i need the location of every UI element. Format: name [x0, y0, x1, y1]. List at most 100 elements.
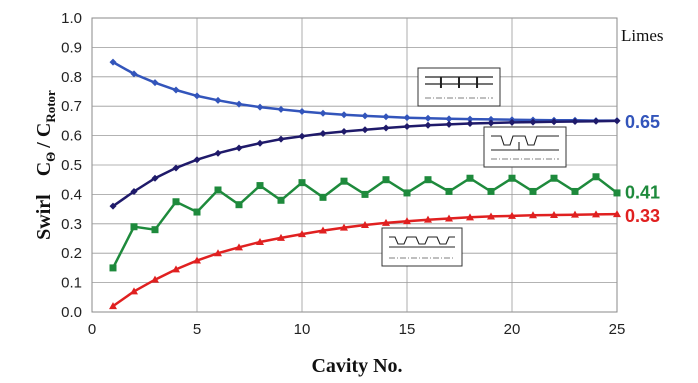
data-point — [235, 243, 243, 251]
data-point — [277, 105, 285, 113]
x-tick-label: 25 — [609, 321, 626, 338]
data-point — [235, 100, 243, 108]
y-tick-label: 0.2 — [61, 245, 82, 262]
data-point — [256, 182, 264, 190]
data-point — [529, 211, 537, 219]
data-point — [109, 302, 117, 310]
x-tick-label: 20 — [504, 321, 521, 338]
stepped-seal-icon — [417, 67, 501, 107]
data-point — [403, 217, 411, 225]
data-point — [319, 109, 327, 117]
y-tick-label: 0.4 — [61, 186, 82, 203]
data-point — [445, 115, 453, 123]
data-point — [508, 118, 516, 126]
data-point — [151, 79, 159, 87]
data-point — [382, 124, 390, 132]
data-point — [424, 114, 432, 122]
data-point — [445, 187, 453, 195]
data-point — [571, 210, 579, 218]
data-point — [193, 256, 201, 264]
data-point — [277, 135, 285, 143]
data-point — [361, 112, 369, 120]
data-point — [109, 58, 117, 66]
data-point — [382, 218, 390, 226]
data-point — [214, 96, 222, 104]
y-axis-c2-sub: Rotor — [43, 90, 58, 123]
y-tick-label: 1.0 — [61, 10, 82, 27]
data-point — [340, 127, 348, 135]
data-point — [424, 215, 432, 223]
data-point — [151, 275, 159, 283]
data-point — [172, 265, 180, 273]
series-lower_increasing — [109, 210, 621, 310]
data-point — [424, 176, 432, 184]
data-point — [613, 210, 621, 218]
data-point — [529, 187, 537, 195]
data-point — [403, 114, 411, 122]
data-point — [550, 174, 558, 182]
data-point — [214, 186, 222, 194]
x-tick-label: 10 — [294, 321, 311, 338]
data-point — [550, 118, 558, 126]
data-point — [172, 86, 180, 94]
data-point — [235, 144, 243, 152]
data-point — [151, 226, 159, 234]
data-point — [340, 223, 348, 231]
data-point — [340, 177, 348, 185]
x-tick-label: 5 — [193, 321, 201, 338]
data-point — [298, 132, 306, 140]
data-point — [571, 187, 579, 195]
data-point — [550, 210, 558, 218]
data-point — [487, 119, 495, 127]
y-axis-slash: / — [33, 137, 55, 149]
limit-label: 0.65 — [625, 112, 660, 132]
y-tick-label: 0.9 — [61, 39, 82, 56]
limit-label: 0.33 — [625, 206, 660, 226]
x-axis-title: Cavity No. — [311, 355, 402, 377]
data-point — [256, 139, 264, 147]
data-point — [445, 214, 453, 222]
y-tick-label: 0.0 — [61, 304, 82, 321]
data-point — [277, 233, 285, 241]
data-point — [172, 164, 180, 172]
data-point — [193, 92, 201, 100]
chart-axes: 0.0 0.1 0.2 0.3 0.4 0.5 0.6 0.7 0.8 0.9 1.0 0 5 10 15 2… — [61, 10, 625, 338]
y-tick-label: 0.6 — [61, 128, 82, 145]
data-point — [214, 149, 222, 157]
staggered-seal-icon — [483, 126, 567, 168]
data-point — [508, 211, 516, 219]
y-tick-label: 0.5 — [61, 157, 82, 174]
y-axis-c-sub: Θ — [43, 152, 58, 162]
data-point — [403, 189, 411, 197]
series-upper_increasing — [109, 117, 621, 210]
series-middle_oscillating — [109, 173, 621, 272]
data-point — [298, 230, 306, 238]
data-point — [361, 190, 369, 198]
y-tick-label: 0.7 — [61, 98, 82, 115]
data-point — [130, 70, 138, 78]
straight-seal-icon — [381, 227, 463, 267]
data-point — [130, 223, 138, 231]
data-point — [361, 126, 369, 134]
data-point — [529, 118, 537, 126]
data-point — [382, 176, 390, 184]
series-layer — [109, 58, 621, 310]
data-point — [235, 201, 243, 209]
limit-label: 0.41 — [625, 182, 660, 202]
data-point — [487, 212, 495, 220]
data-point — [466, 174, 474, 182]
data-point — [571, 117, 579, 125]
data-point — [613, 117, 621, 125]
data-point — [298, 179, 306, 187]
data-point — [151, 174, 159, 182]
data-point — [130, 187, 138, 195]
x-tick-label: 15 — [399, 321, 416, 338]
data-point — [277, 196, 285, 204]
data-point — [256, 103, 264, 111]
data-point — [193, 156, 201, 164]
data-point — [613, 189, 621, 197]
data-point — [466, 115, 474, 123]
y-axis-c: C — [33, 162, 55, 176]
y-tick-label: 0.3 — [61, 216, 82, 233]
limes-title: Limes — [621, 26, 664, 45]
